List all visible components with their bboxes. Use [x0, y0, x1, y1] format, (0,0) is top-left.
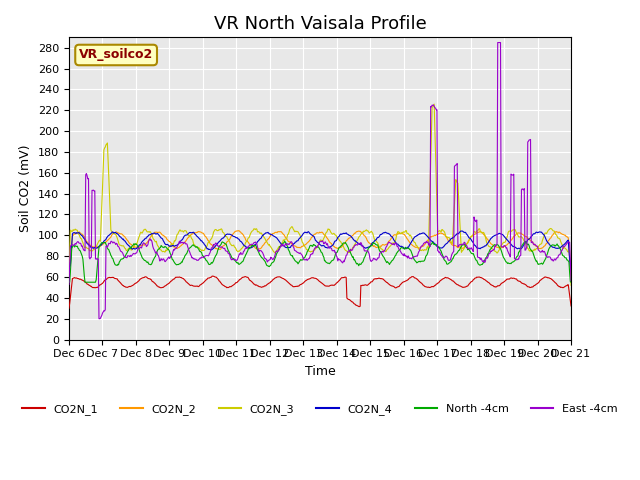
Text: VR_soilco2: VR_soilco2	[79, 48, 153, 61]
Legend: CO2N_1, CO2N_2, CO2N_3, CO2N_4, North -4cm, East -4cm: CO2N_1, CO2N_2, CO2N_3, CO2N_4, North -4…	[18, 399, 622, 419]
Y-axis label: Soil CO2 (mV): Soil CO2 (mV)	[19, 144, 33, 232]
X-axis label: Time: Time	[305, 365, 335, 378]
Title: VR North Vaisala Profile: VR North Vaisala Profile	[214, 15, 426, 33]
